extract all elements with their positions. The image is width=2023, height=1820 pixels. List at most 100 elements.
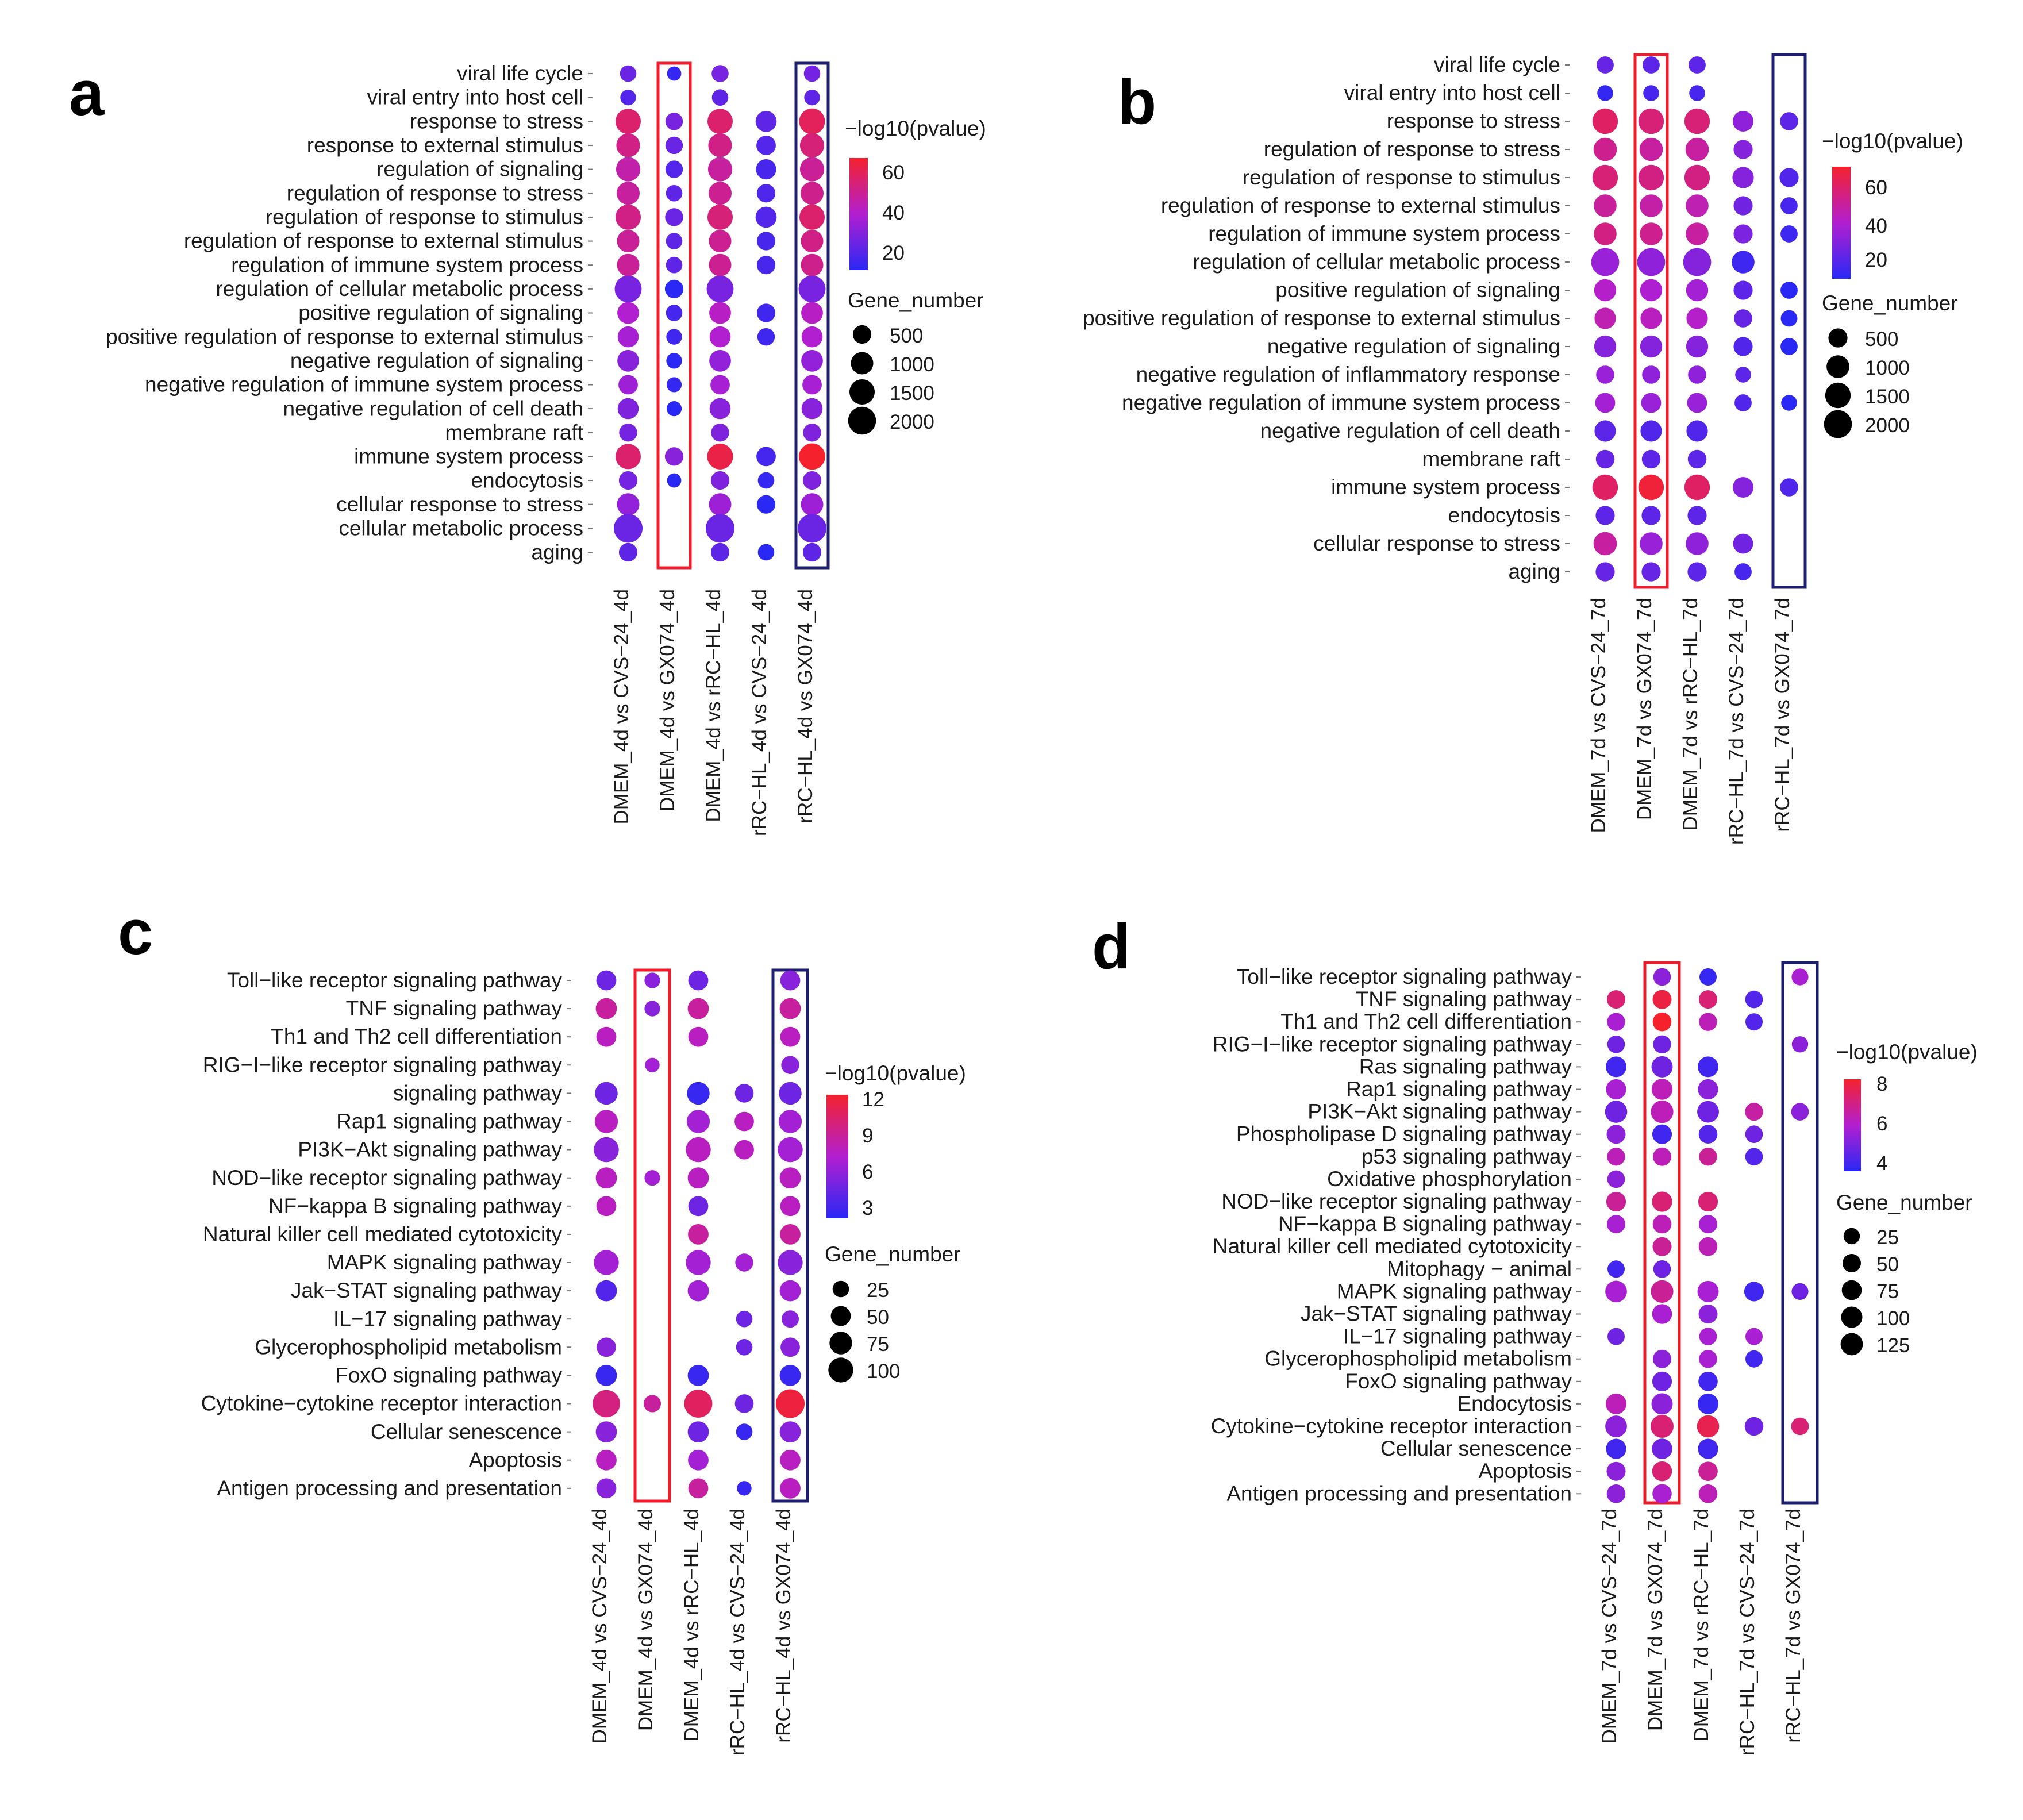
panel-d-term-labels: Toll−like receptor signaling pathway TNF…: [1211, 965, 1572, 1505]
panel-c-term-label: Apoptosis: [469, 1448, 563, 1472]
dot: [1642, 365, 1660, 384]
dot: [734, 1394, 754, 1413]
panel-b-comparison-label: rRC−HL_7d vs GX074_7d: [1771, 598, 1794, 832]
panel-d-term-label: NF−kappa B signaling pathway: [1278, 1212, 1572, 1236]
dot: [595, 1365, 617, 1386]
dot: [666, 256, 683, 274]
dot: [1652, 1012, 1672, 1032]
panel-c-size-value: 75: [867, 1333, 889, 1356]
dot: [1607, 990, 1625, 1009]
dot: [1597, 85, 1613, 101]
dot: [1594, 194, 1617, 217]
dot: [1606, 1484, 1626, 1503]
dot: [1638, 474, 1664, 501]
panel-b-term-label: aging: [1508, 560, 1560, 583]
dot: [1595, 449, 1615, 469]
dot: [666, 401, 682, 417]
dot: [1686, 532, 1709, 555]
dot: [778, 1137, 803, 1163]
dot: [1651, 1280, 1674, 1303]
panel-c-term-label: signaling pathway: [393, 1081, 563, 1105]
panel-c-color-legend-title: −log10(pvalue): [825, 1061, 966, 1085]
dot: [617, 182, 640, 205]
panel-b-size-value: 1500: [1865, 386, 1910, 408]
dot: [1653, 1035, 1671, 1054]
dot: [1686, 420, 1708, 442]
panel-a-comparison-labels: DMEM_4d vs CVS−24_4d DMEM_4d vs GX074_4d…: [610, 589, 817, 836]
dot: [617, 230, 640, 253]
panel-c-comparison-label: DMEM_4d vs CVS−24_4d: [589, 1509, 611, 1744]
panel-d-term-label: Glycerophospholipid metabolism: [1264, 1347, 1572, 1371]
panel-a-size-value: 1000: [890, 353, 934, 376]
dot: [709, 398, 731, 420]
dot: [1698, 1079, 1718, 1100]
dot: [1592, 474, 1618, 501]
size-legend-dot: [852, 325, 872, 344]
size-legend-dot: [829, 1332, 852, 1355]
panel-d: d Toll−like receptor signaling pathway T…: [1092, 911, 1978, 1756]
dot: [596, 970, 617, 991]
dot: [616, 109, 641, 134]
dot: [1607, 1013, 1625, 1031]
panel-a-size-value: 1500: [890, 382, 934, 405]
dot: [1732, 251, 1755, 274]
dot: [644, 972, 660, 988]
dot: [644, 1001, 660, 1017]
dot: [756, 136, 776, 155]
highlight-box-navy: [1771, 53, 1807, 589]
dot: [708, 133, 732, 157]
panel-b-term-label: endocytosis: [1448, 503, 1560, 527]
dot: [686, 1137, 711, 1163]
size-legend-dot: [832, 1280, 849, 1298]
panel-a-term-label: regulation of response to stress: [287, 181, 583, 205]
dot: [1734, 563, 1752, 580]
dot: [1733, 111, 1753, 132]
panel-d-colorbar: [1844, 1079, 1861, 1171]
dot: [1780, 310, 1798, 327]
panel-c: c Toll−like receptor signaling pathway T…: [118, 897, 966, 1756]
dot: [1605, 1101, 1628, 1123]
dot: [1698, 1237, 1718, 1256]
dot: [688, 1026, 709, 1047]
dot: [706, 514, 734, 543]
dot: [1651, 1393, 1673, 1415]
dot: [756, 447, 776, 467]
dot: [779, 998, 801, 1019]
panel-b-term-label: positive regulation of response to exter…: [1083, 306, 1560, 330]
dot: [736, 1339, 753, 1356]
panel-c-term-label: NF−kappa B signaling pathway: [268, 1194, 563, 1218]
dot: [1689, 85, 1705, 101]
panel-d-size-legend-title: Gene_number: [1836, 1191, 1972, 1214]
dot: [1733, 337, 1753, 356]
dot: [1652, 1484, 1672, 1504]
dot: [1686, 335, 1709, 358]
panel-a-term-label: response to stress: [410, 109, 583, 133]
dot: [799, 108, 825, 134]
dot: [617, 302, 639, 324]
dot: [1699, 1013, 1717, 1031]
panel-c-comparison-label: DMEM_4d vs rRC−HL_4d: [680, 1509, 703, 1742]
dot: [687, 1421, 709, 1443]
panel-c-size-legend: Gene_number 25 50 75 100: [825, 1242, 961, 1383]
dot: [645, 1057, 660, 1073]
dot: [1607, 1215, 1625, 1234]
panel-b: b viral life cycle viral entry into host…: [1083, 53, 1963, 845]
dot: [1607, 1036, 1625, 1053]
panel-d-term-label: TNF signaling pathway: [1356, 987, 1572, 1011]
dot: [1595, 393, 1616, 413]
panel-c-term-label: TNF signaling pathway: [346, 996, 563, 1020]
panel-c-term-label: IL−17 signaling pathway: [333, 1307, 563, 1330]
dot: [801, 326, 823, 348]
dot: [1699, 1350, 1717, 1368]
dot: [779, 1167, 801, 1189]
dot: [1698, 1305, 1718, 1323]
dot: [1643, 56, 1660, 74]
dot: [709, 230, 732, 253]
panel-d-label: d: [1092, 911, 1130, 982]
dot: [757, 328, 775, 346]
dot: [593, 1390, 620, 1418]
panel-c-comparison-label: rRC−HL_4d vs GX074_4d: [772, 1509, 795, 1743]
dot: [709, 182, 732, 205]
panel-c-color-tick: 6: [862, 1161, 873, 1183]
panel-b-color-tick: 60: [1865, 176, 1887, 199]
